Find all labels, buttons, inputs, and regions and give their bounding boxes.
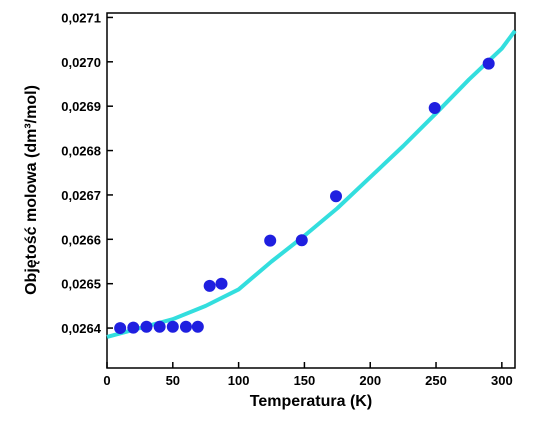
y-tick-label: 0,0264 [61, 321, 102, 336]
x-tick-label: 250 [425, 373, 447, 388]
data-point [140, 320, 153, 333]
data-point [127, 321, 140, 334]
y-tick-label: 0,0266 [61, 232, 101, 247]
data-point [428, 101, 441, 114]
x-tick-label: 0 [103, 373, 110, 388]
x-tick-label: 150 [294, 373, 316, 388]
data-point [153, 320, 166, 333]
data-point [215, 277, 228, 290]
data-point [203, 279, 216, 292]
x-tick-label: 50 [166, 373, 180, 388]
data-point [482, 57, 495, 70]
y-tick-label: 0,0265 [61, 277, 101, 292]
data-point [191, 320, 204, 333]
y-tick-label: 0,0268 [61, 144, 101, 159]
plot-frame [106, 12, 516, 369]
x-tick-label: 300 [491, 373, 513, 388]
x-tick-label: 100 [228, 373, 250, 388]
y-tick-label: 0,0271 [61, 10, 101, 25]
y-axis-title: Objętość molowa (dm³/mol) [23, 85, 40, 295]
y-tick-label: 0,0270 [61, 55, 101, 70]
y-tick-label: 0,0267 [61, 188, 101, 203]
data-point [166, 320, 179, 333]
data-point [179, 320, 192, 333]
fit-line [106, 29, 517, 339]
x-tick-label: 200 [359, 373, 381, 388]
data-point [264, 234, 277, 247]
y-tick-label: 0,0269 [61, 99, 101, 114]
data-point [114, 322, 127, 335]
data-point [295, 234, 308, 247]
x-axis-title: Temperatura (K) [250, 393, 372, 410]
data-point [330, 190, 343, 203]
